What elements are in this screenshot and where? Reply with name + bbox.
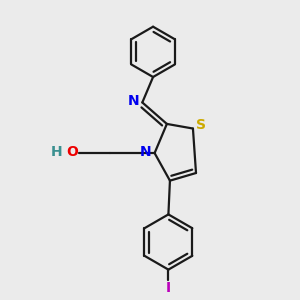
Text: S: S (196, 118, 206, 133)
Text: I: I (166, 281, 171, 295)
Text: H: H (51, 145, 62, 159)
Text: N: N (128, 94, 140, 108)
Text: O: O (66, 145, 78, 158)
Text: N: N (140, 146, 152, 160)
